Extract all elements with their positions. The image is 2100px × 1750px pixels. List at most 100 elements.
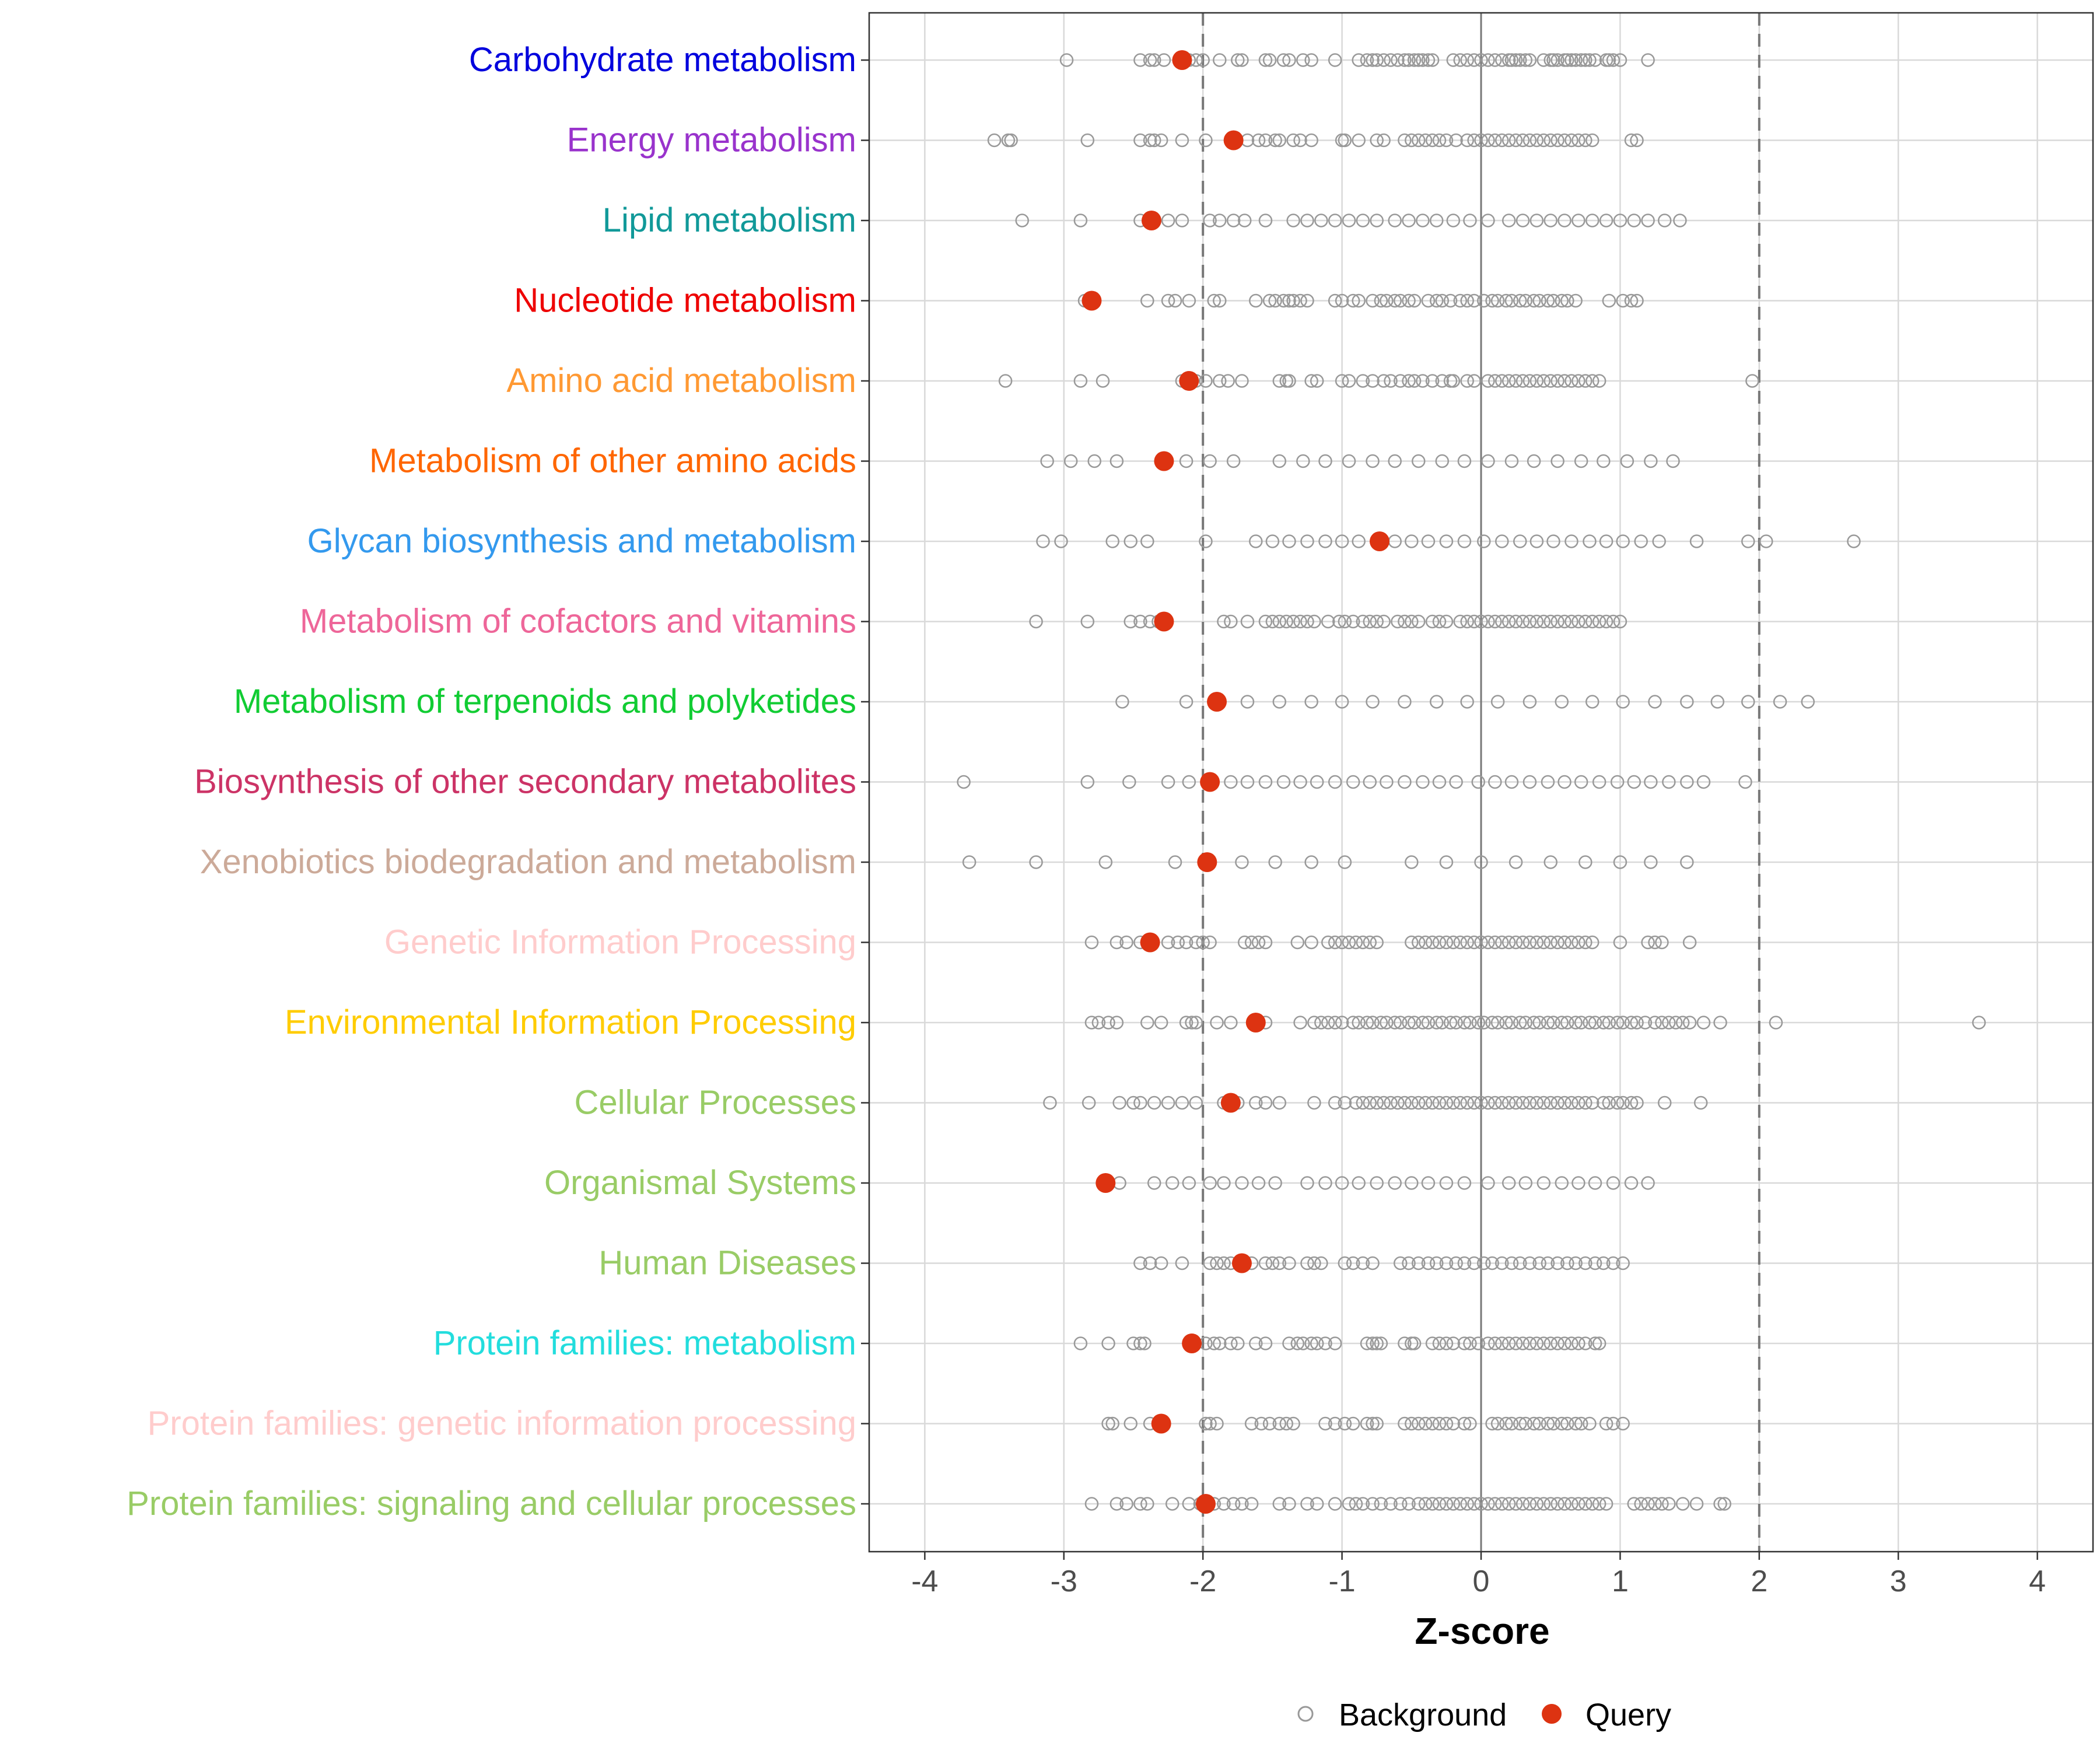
background-point bbox=[1546, 534, 1560, 548]
background-point bbox=[1488, 935, 1502, 950]
background-point bbox=[1446, 935, 1461, 950]
background-point bbox=[1349, 935, 1363, 950]
background-point bbox=[1613, 935, 1628, 950]
background-point bbox=[1585, 1096, 1600, 1110]
background-point bbox=[1597, 1096, 1611, 1110]
background-point bbox=[1508, 374, 1523, 388]
background-point bbox=[1435, 1016, 1449, 1030]
background-point bbox=[1550, 1096, 1564, 1110]
query-point bbox=[1197, 852, 1217, 872]
background-point bbox=[1583, 53, 1597, 67]
background-point bbox=[1352, 53, 1366, 67]
background-point bbox=[1518, 1016, 1533, 1030]
background-point bbox=[1405, 1096, 1419, 1110]
x-tick-label: -1 bbox=[1328, 1564, 1355, 1598]
background-point bbox=[1502, 1497, 1516, 1511]
background-point bbox=[1282, 1336, 1296, 1350]
background-point bbox=[1439, 1256, 1454, 1270]
background-point bbox=[1522, 935, 1537, 950]
background-point bbox=[1411, 1256, 1426, 1270]
background-point bbox=[1522, 1096, 1537, 1110]
query-point bbox=[1082, 290, 1102, 311]
background-point bbox=[1460, 293, 1474, 308]
background-point bbox=[1087, 454, 1101, 468]
background-point bbox=[1391, 53, 1405, 67]
background-point bbox=[1168, 855, 1182, 869]
query-point bbox=[1223, 130, 1244, 150]
background-point bbox=[1133, 1256, 1147, 1270]
background-point bbox=[1110, 1497, 1124, 1511]
background-point bbox=[1572, 1497, 1586, 1511]
background-point bbox=[1207, 1336, 1222, 1350]
background-point bbox=[1689, 1497, 1704, 1511]
background-point bbox=[1449, 1016, 1463, 1030]
background-point bbox=[1296, 53, 1310, 67]
background-point bbox=[1558, 1336, 1572, 1350]
category-label: Nucleotide metabolism bbox=[514, 282, 856, 320]
background-point bbox=[1627, 214, 1641, 228]
background-point bbox=[1541, 775, 1555, 789]
background-point bbox=[1356, 614, 1370, 629]
background-point bbox=[1443, 293, 1458, 308]
background-point bbox=[1495, 935, 1509, 950]
category-label: Biosynthesis of other secondary metaboli… bbox=[194, 763, 856, 801]
background-point bbox=[1527, 1016, 1541, 1030]
background-point bbox=[1393, 1256, 1408, 1270]
background-point bbox=[1398, 53, 1412, 67]
background-point bbox=[1377, 133, 1391, 148]
background-point bbox=[1495, 1096, 1509, 1110]
background-point bbox=[1578, 1256, 1592, 1270]
background-point bbox=[1513, 1256, 1527, 1270]
background-point bbox=[1421, 534, 1436, 548]
background-point bbox=[1738, 775, 1752, 789]
background-point bbox=[1307, 1016, 1321, 1030]
background-point bbox=[1286, 614, 1300, 629]
background-point bbox=[1307, 1096, 1321, 1110]
background-point bbox=[1481, 374, 1495, 388]
background-point bbox=[1251, 1176, 1266, 1190]
background-point bbox=[1416, 214, 1430, 228]
background-point bbox=[1847, 534, 1861, 548]
background-point bbox=[1606, 1176, 1620, 1190]
background-point bbox=[1425, 133, 1440, 148]
background-point bbox=[1578, 133, 1592, 148]
background-point bbox=[1418, 1416, 1433, 1431]
background-point bbox=[1226, 454, 1241, 468]
background-point bbox=[1518, 1176, 1533, 1190]
background-point bbox=[1546, 293, 1560, 308]
background-point bbox=[1115, 695, 1129, 709]
background-point bbox=[1213, 293, 1227, 308]
background-point bbox=[1421, 1176, 1436, 1190]
background-point bbox=[1380, 775, 1394, 789]
category-label: Carbohydrate metabolism bbox=[469, 41, 856, 79]
background-point bbox=[1481, 1336, 1495, 1350]
background-point bbox=[1342, 454, 1356, 468]
background-point bbox=[1182, 293, 1196, 308]
background-point bbox=[1101, 1416, 1115, 1431]
background-point bbox=[1588, 53, 1602, 67]
background-point bbox=[1541, 1016, 1555, 1030]
background-point bbox=[1453, 293, 1467, 308]
background-point bbox=[1380, 293, 1394, 308]
background-point bbox=[1572, 1336, 1586, 1350]
reference-lines bbox=[1202, 13, 1760, 1552]
background-point bbox=[1272, 1497, 1287, 1511]
background-point bbox=[1504, 454, 1519, 468]
legend-background-label: Background bbox=[1339, 1698, 1507, 1732]
background-point bbox=[1574, 775, 1588, 789]
background-point bbox=[1140, 293, 1154, 308]
background-point bbox=[1508, 1497, 1523, 1511]
background-point bbox=[1262, 53, 1277, 67]
background-point bbox=[1203, 1416, 1217, 1431]
background-point bbox=[1457, 1016, 1472, 1030]
background-point bbox=[1352, 293, 1366, 308]
background-point bbox=[1398, 614, 1412, 629]
background-point bbox=[1522, 374, 1537, 388]
background-point bbox=[1536, 133, 1551, 148]
background-point bbox=[1471, 775, 1485, 789]
background-point bbox=[1522, 775, 1537, 789]
background-point bbox=[1495, 374, 1509, 388]
background-point bbox=[1338, 1256, 1352, 1270]
background-point bbox=[1516, 1497, 1530, 1511]
background-point bbox=[1544, 374, 1558, 388]
